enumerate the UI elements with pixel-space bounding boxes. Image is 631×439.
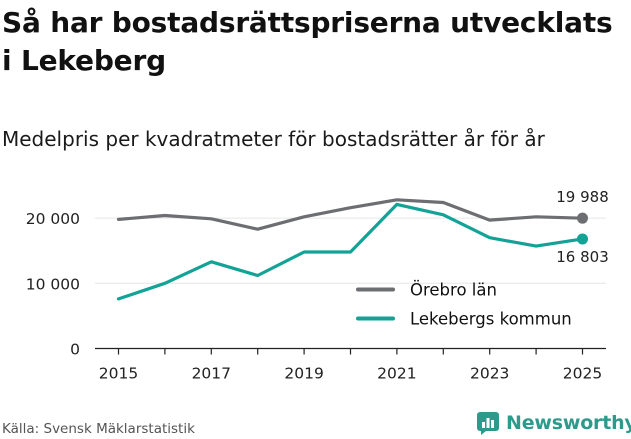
chart-subtitle: Medelpris per kvadratmeter för bostadsrä… (2, 127, 545, 151)
x-axis: 2015 2017 2019 2021 2023 2025 (95, 347, 606, 383)
series-end-label: 16 803 (556, 248, 609, 266)
brand-name: Newsworthy (506, 412, 631, 434)
x-tick-label: 2015 (99, 365, 138, 383)
y-tick-label: 20 000 (26, 210, 80, 228)
newsworthy-logo-icon (477, 412, 499, 435)
series-end-label: 19 988 (556, 188, 609, 206)
legend: Örebro län Lekebergs kommun (356, 281, 572, 329)
y-tick-label: 10 000 (26, 275, 80, 293)
y-tick-label: 0 (70, 341, 80, 359)
series-end-point (577, 233, 588, 245)
x-tick-label: 2017 (192, 365, 231, 383)
legend-label: Lekebergs kommun (410, 310, 572, 329)
x-tick-label: 2021 (377, 365, 416, 383)
brand-logo[interactable]: Newsworthy (476, 408, 631, 438)
chart-title: Så har bostadsrättspriserna utvecklats i… (2, 6, 613, 77)
series-end-point (577, 212, 588, 224)
x-tick-label: 2025 (563, 365, 602, 383)
series-line (116, 202, 585, 301)
x-tick-label: 2023 (470, 365, 509, 383)
series-line (116, 198, 585, 231)
legend-label: Örebro län (410, 281, 497, 300)
y-axis: 0 10 000 20 000 (26, 210, 80, 358)
x-tick-label: 2019 (284, 365, 323, 383)
source-note: Källa: Svensk Mäklarstatistik (2, 421, 195, 437)
series-lines: 19 988 16 803 (116, 188, 609, 301)
